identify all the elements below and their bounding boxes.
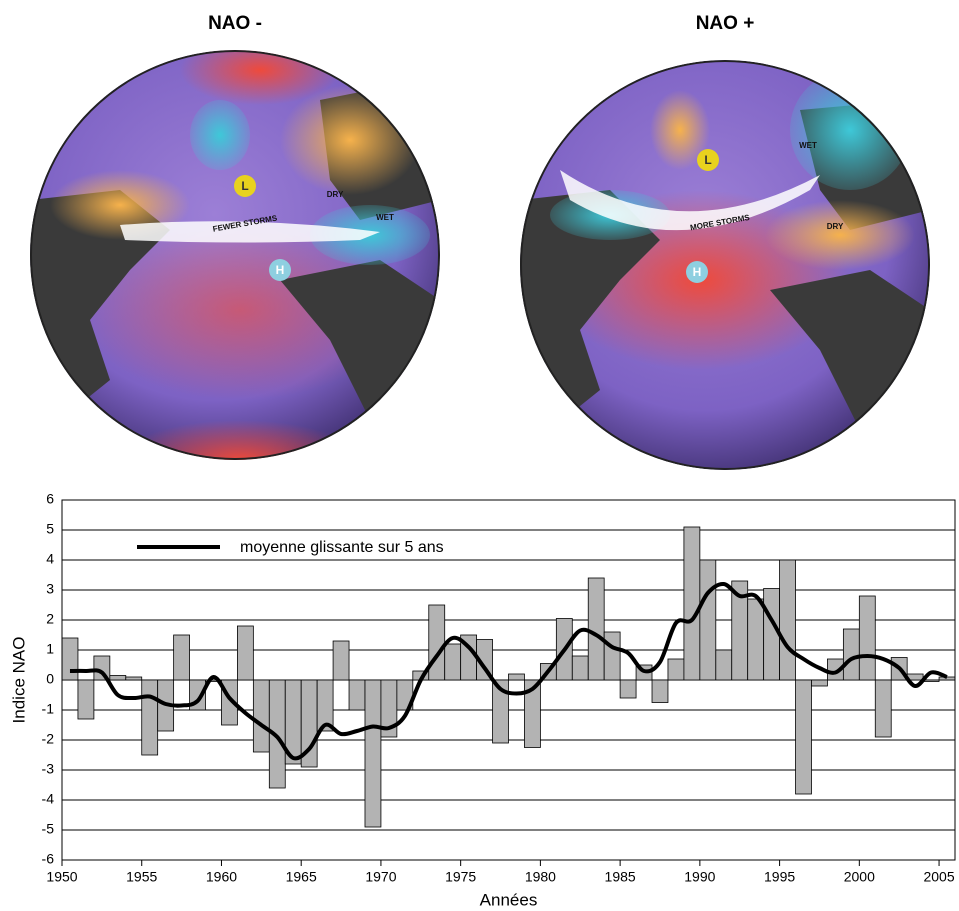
y-tick-label: 3: [46, 581, 54, 597]
bar: [587, 577, 605, 681]
bar: [77, 679, 95, 720]
x-tick-label: 1995: [764, 869, 795, 885]
bar: [667, 658, 685, 681]
bar: [508, 673, 525, 681]
bar: [763, 588, 780, 681]
bar: [428, 604, 446, 681]
y-tick-label: -6: [42, 851, 55, 867]
x-tick-label: 1950: [46, 869, 77, 885]
bar: [858, 595, 876, 681]
bar: [348, 679, 366, 711]
plot-frame: [61, 499, 956, 861]
x-tick-label: 1985: [605, 869, 636, 885]
legend-label: moyenne glissante sur 5 ans: [240, 539, 444, 556]
bar: [173, 634, 190, 681]
bar: [316, 679, 334, 732]
globe-label: DRY: [827, 222, 844, 231]
x-tick-label: 1970: [365, 869, 396, 885]
globe-nao-minus: [30, 50, 440, 460]
globe-label: WET: [376, 213, 394, 222]
y-tick-label: 2: [46, 611, 54, 627]
y-tick-label: -3: [42, 761, 55, 777]
bar: [747, 598, 765, 681]
bar: [571, 655, 589, 681]
globe-label: L: [241, 179, 248, 193]
y-tick-label: 6: [46, 491, 54, 507]
bar: [141, 679, 159, 756]
x-tick-label: 1965: [286, 869, 317, 885]
y-tick-label: 0: [46, 671, 54, 687]
bar: [61, 637, 79, 681]
y-axis-title: Indice NAO: [9, 637, 28, 724]
bar: [651, 679, 669, 703]
globe-label: H: [693, 265, 702, 279]
bar: [874, 679, 892, 738]
x-tick-label: 1975: [445, 869, 476, 885]
bar: [603, 631, 621, 681]
bar: [619, 679, 637, 699]
bar: [795, 679, 812, 795]
bar: [715, 649, 733, 681]
x-tick-label: 1990: [684, 869, 715, 885]
bar: [811, 679, 828, 687]
globe-label: H: [276, 263, 285, 277]
x-tick-label: 1955: [126, 869, 157, 885]
bar: [125, 676, 143, 681]
y-tick-label: -2: [42, 731, 55, 747]
line: [69, 581, 948, 761]
globe-nao-plus: [520, 60, 930, 470]
globe-label: WET: [799, 141, 817, 150]
x-tick-label: 2000: [844, 869, 875, 885]
y-tick-label: 1: [46, 641, 54, 657]
bar: [842, 628, 860, 681]
y-tick-label: -4: [42, 791, 55, 807]
bar: [444, 643, 462, 681]
globe-label: DRY: [327, 190, 344, 199]
bar: [683, 526, 701, 681]
chart: -6 -5 -4 -3 -2 -1 0 1 2 3 4 5 6 1950 1955 1960 1965 1970 1…: [9, 491, 956, 909]
y-tick-label: 4: [46, 551, 54, 567]
bar: [699, 559, 717, 681]
bar: [252, 679, 270, 753]
panel-title: NAO +: [696, 13, 755, 34]
bar: [492, 679, 509, 744]
globe-label: L: [704, 153, 711, 167]
x-tick-label: 2005: [923, 869, 954, 885]
bar: [938, 676, 956, 681]
x-axis-title: Années: [480, 890, 538, 909]
x-tick-label: 1960: [206, 869, 237, 885]
x-tick-label: 1980: [525, 869, 556, 885]
bar: [332, 640, 350, 681]
bar: [109, 675, 127, 681]
y-tick-label: 5: [46, 521, 54, 537]
y-tick-label: -1: [42, 701, 55, 717]
bar: [237, 625, 254, 681]
bar: [779, 559, 796, 681]
y-tick-label: -5: [42, 821, 55, 837]
bar: [524, 679, 541, 748]
bar: [364, 679, 382, 828]
panel-title: NAO -: [208, 13, 262, 34]
